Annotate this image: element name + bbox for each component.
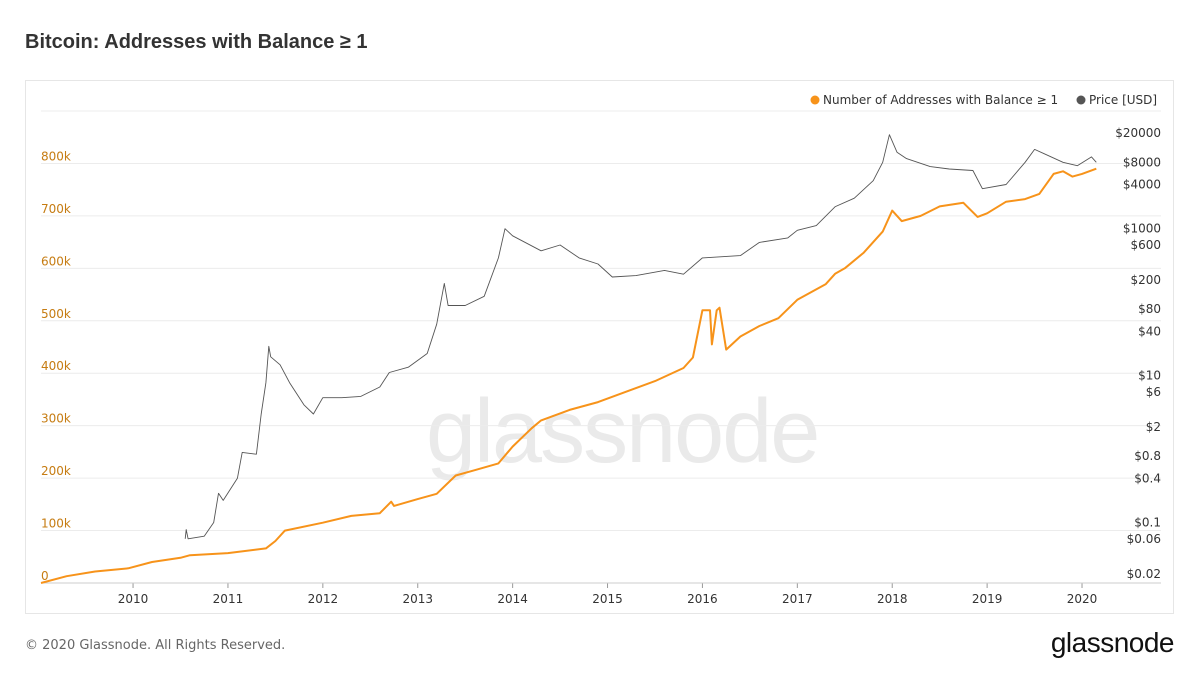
x-tick-label: 2020 (1067, 592, 1098, 606)
y-right-tick-label: $1000 (1123, 222, 1161, 236)
x-tick-label: 2012 (308, 592, 339, 606)
x-tick-label: 2015 (592, 592, 623, 606)
y-right-tick-label: $0.02 (1127, 567, 1161, 581)
y-right-tick-label: $2 (1146, 420, 1161, 434)
y-right-tick-label: $0.8 (1134, 449, 1161, 463)
brand-logo: glassnode (1050, 627, 1175, 658)
price-series-line (184, 134, 1097, 540)
y-left-tick-label: 600k (41, 254, 71, 268)
x-tick-label: 2014 (497, 592, 528, 606)
y-right-tick-label: $600 (1130, 238, 1161, 252)
legend-price-label: Price [USD] (1089, 93, 1157, 107)
legend-addresses-label: Number of Addresses with Balance ≥ 1 (823, 93, 1058, 107)
addresses-series-line (40, 167, 1097, 584)
y-right-tick-label: $0.06 (1127, 532, 1161, 546)
y-left-tick-label: 500k (41, 307, 71, 321)
chart-title: Bitcoin: Addresses with Balance ≥ 1 (25, 31, 368, 53)
x-tick-label: 2018 (877, 592, 908, 606)
x-tick-label: 2019 (972, 592, 1003, 606)
y-right-tick-label: $80 (1138, 302, 1161, 316)
y-left-tick-label: 100k (41, 517, 71, 531)
y-left-tick-label: 700k (41, 202, 71, 216)
x-tick-label: 2013 (402, 592, 433, 606)
y-left-tick-label: 800k (41, 149, 71, 163)
x-tick-label: 2011 (213, 592, 244, 606)
legend-price-marker (1076, 95, 1086, 105)
y-right-tick-label: $10 (1138, 369, 1161, 383)
y-right-tick-label: $8000 (1123, 155, 1161, 169)
chart-svg: 0 100k 200k 300k 400k 500k 600k 700k 800k 2010 201… (40, 93, 1161, 606)
x-tick-label: 2010 (118, 592, 149, 606)
y-right-tick-label: $40 (1138, 324, 1161, 338)
y-left-tick-label: 400k (41, 359, 71, 373)
y-right-tick-label: $20000 (1115, 126, 1161, 140)
chart-frame: glassnode 0 100k 200k 300k 400k 500k 600k 700k 8… (25, 80, 1174, 614)
y-left-tick-label: 300k (41, 412, 71, 426)
y-right-tick-label: $0.1 (1134, 515, 1161, 529)
y-right-tick-label: $0.4 (1134, 471, 1161, 485)
copyright-footer: © 2020 Glassnode. All Rights Reserved. (25, 638, 286, 653)
y-right-tick-label: $200 (1130, 273, 1161, 287)
y-right-tick-label: $6 (1146, 385, 1161, 399)
x-tick-label: 2016 (687, 592, 718, 606)
y-left-tick-label: 200k (41, 464, 71, 478)
legend-addresses-marker (810, 95, 820, 105)
y-right-tick-label: $4000 (1123, 177, 1161, 191)
x-tick-label: 2017 (782, 592, 813, 606)
y-left-tick-label: 0 (41, 569, 49, 583)
